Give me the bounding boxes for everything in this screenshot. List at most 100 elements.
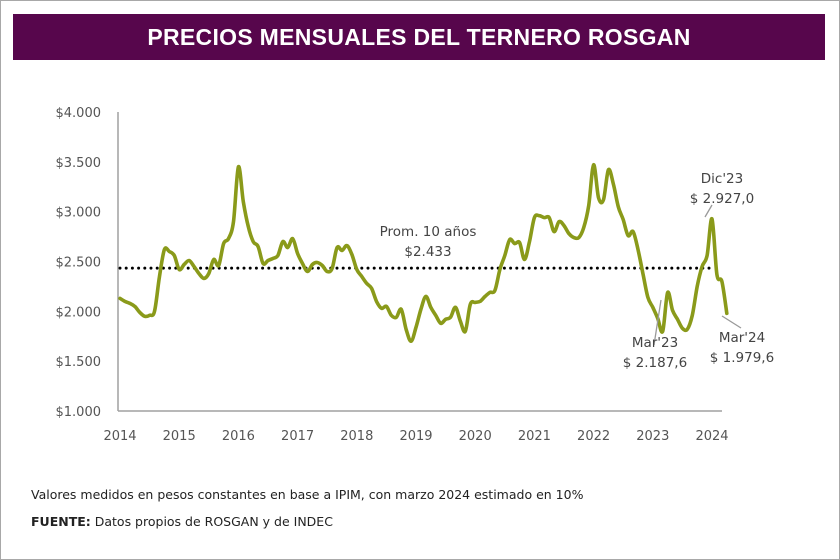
data-point <box>301 262 304 265</box>
data-point <box>503 254 506 257</box>
data-point <box>207 272 210 275</box>
data-point <box>336 246 339 249</box>
data-point <box>429 306 432 309</box>
y-tick-label: $1.500 <box>56 355 102 370</box>
data-point <box>533 216 536 219</box>
data-point <box>567 232 570 235</box>
y-tick-label: $4.000 <box>56 106 102 121</box>
data-point <box>281 240 284 243</box>
data-point <box>148 314 151 317</box>
data-point <box>597 196 600 199</box>
data-point <box>637 248 640 251</box>
data-point <box>395 316 398 319</box>
y-tick-label: $2.500 <box>56 256 102 271</box>
x-axis-ticks: 2014 2015 2016 2017 2018 2019 2020 2021 2022 2023… <box>103 429 728 444</box>
data-point <box>271 257 274 260</box>
annotation-leader-line <box>721 315 742 329</box>
data-point <box>119 297 122 300</box>
data-point <box>370 287 373 290</box>
data-point <box>197 272 200 275</box>
data-point <box>158 275 161 278</box>
y-axis-ticks: $1.000 $1.500 $2.000 $2.500 $3.000 $3.500 $4.0… <box>56 106 102 420</box>
data-point <box>232 220 235 223</box>
data-point <box>257 245 260 248</box>
data-point <box>528 240 531 243</box>
data-point <box>592 163 595 166</box>
footnote: Valores medidos en pesos constantes en b… <box>31 487 584 502</box>
annotation-leader-line <box>704 204 713 218</box>
data-point <box>641 272 644 275</box>
data-point <box>671 309 674 312</box>
data-point <box>306 270 309 273</box>
data-point <box>691 314 694 317</box>
data-point <box>681 327 684 330</box>
data-point <box>582 226 585 229</box>
data-point <box>666 291 669 294</box>
data-point <box>538 214 541 217</box>
data-point <box>439 322 442 325</box>
data-point <box>415 326 418 329</box>
data-point <box>350 253 353 256</box>
data-point <box>651 306 654 309</box>
annotation-label: Mar'23 <box>632 335 678 351</box>
data-point <box>617 205 620 208</box>
annotation-label: Mar'24 <box>719 330 765 346</box>
data-point <box>715 273 718 276</box>
annotation-dic23: Dic'23 $ 2.927,0 <box>690 171 754 218</box>
data-point <box>242 200 245 203</box>
data-point <box>696 285 699 288</box>
annotation-label: Dic'23 <box>701 171 743 187</box>
annotation-mar24: Mar'24 $ 1.979,6 <box>710 315 774 366</box>
data-point <box>326 270 329 273</box>
data-point <box>484 295 487 298</box>
data-point <box>321 264 324 267</box>
data-point <box>676 318 679 321</box>
data-point <box>128 302 131 305</box>
data-point <box>252 240 255 243</box>
data-point <box>706 254 709 257</box>
data-point <box>720 280 723 283</box>
data-point <box>587 204 590 207</box>
data-point <box>345 244 348 247</box>
data-point <box>449 316 452 319</box>
data-point <box>553 230 556 233</box>
annotation-leader-line <box>653 299 662 346</box>
data-point <box>375 300 378 303</box>
data-point <box>178 268 181 271</box>
series-line-precio-ternero <box>118 162 729 343</box>
data-point <box>454 306 457 309</box>
x-tick-label: 2015 <box>163 429 196 444</box>
data-point <box>355 268 358 271</box>
data-point <box>627 234 630 237</box>
annotation-mar23: Mar'23 $ 2.187,6 <box>623 299 687 371</box>
source-text: Datos propios de ROSGAN y de INDEC <box>90 514 333 529</box>
y-tick-label: $3.500 <box>56 156 102 171</box>
data-point <box>188 259 191 262</box>
data-point <box>607 168 610 171</box>
data-point <box>247 225 250 228</box>
data-point <box>661 330 664 333</box>
data-point <box>424 295 427 298</box>
data-point <box>513 242 516 245</box>
data-point <box>331 267 334 270</box>
data-point <box>217 264 220 267</box>
data-point <box>227 237 230 240</box>
y-tick-label: $1.000 <box>56 405 102 420</box>
data-point <box>262 262 265 265</box>
data-point <box>474 301 477 304</box>
x-tick-label: 2018 <box>340 429 373 444</box>
data-point <box>632 230 635 233</box>
x-tick-label: 2022 <box>577 429 610 444</box>
data-point <box>133 305 136 308</box>
data-point <box>276 254 279 257</box>
annotations: Dic'23 $ 2.927,0 Mar'23 $ 2.187,6 Mar'24 $ 1.… <box>623 171 774 371</box>
title-bar: PRECIOS MENSUALES DEL TERNERO ROSGAN <box>13 14 825 60</box>
data-point <box>202 277 205 280</box>
annotation-value: $ 1.979,6 <box>710 350 774 366</box>
source-label: FUENTE: <box>31 514 91 529</box>
x-tick-label: 2020 <box>459 429 492 444</box>
x-tick-label: 2019 <box>399 429 432 444</box>
data-point <box>563 224 566 227</box>
data-point <box>444 318 447 321</box>
data-point <box>143 315 146 318</box>
